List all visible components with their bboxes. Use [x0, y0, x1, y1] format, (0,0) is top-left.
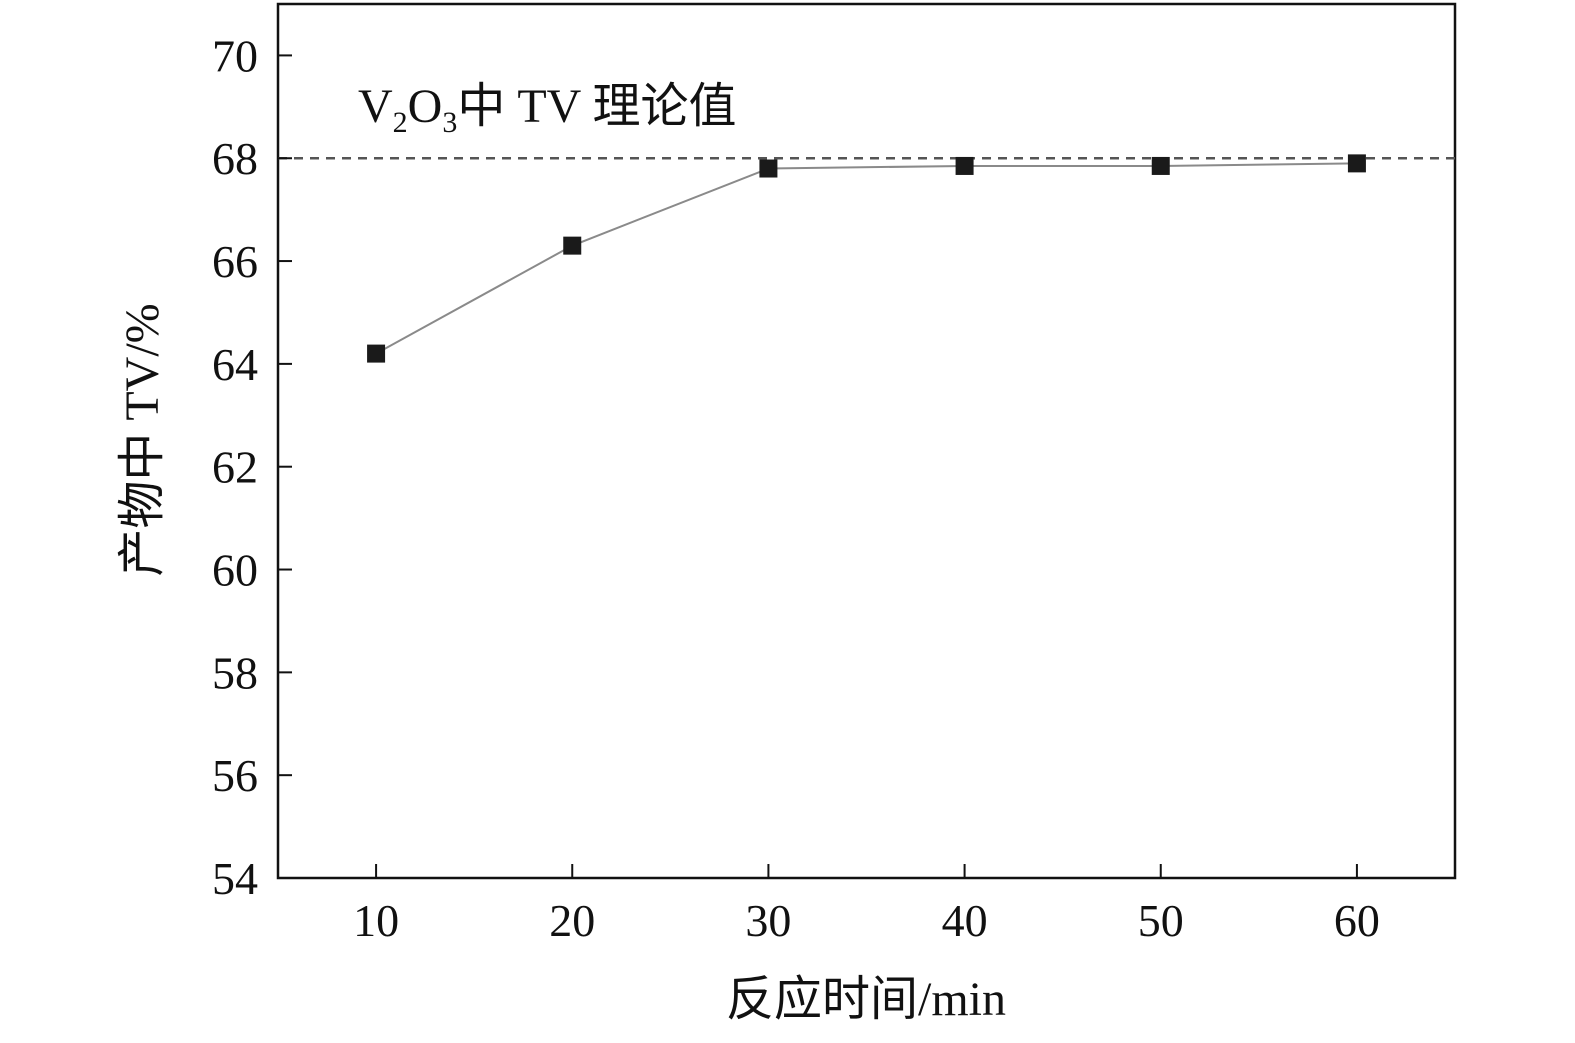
y-tick-label: 70	[212, 30, 258, 81]
y-tick-label: 68	[212, 133, 258, 184]
x-axis-title: 反应时间/min	[726, 973, 1006, 1026]
plot-frame	[276, 2, 1457, 880]
y-tick-label: 62	[212, 442, 258, 493]
x-tick-label: 10	[353, 895, 399, 946]
y-tick-label: 58	[212, 647, 258, 698]
data-point	[1151, 156, 1170, 175]
y-tick-label: 64	[212, 339, 258, 390]
x-tick-label: 20	[549, 895, 595, 946]
theoretical-value-annotation: V2O3中 TV 理论值	[358, 80, 736, 139]
x-tick-label: 50	[1138, 895, 1184, 946]
series-line	[375, 162, 1357, 355]
y-tick-label: 60	[212, 545, 258, 596]
data-point	[759, 159, 778, 178]
x-tick-label: 60	[1334, 895, 1380, 946]
y-tick-label: 66	[212, 236, 258, 287]
y-axis-title: 产物中 TV/%	[116, 303, 169, 576]
x-tick-label: 40	[942, 895, 988, 946]
data-point	[1347, 154, 1366, 173]
y-tick-label: 56	[212, 750, 258, 801]
y-tick-label: 54	[212, 853, 258, 904]
axis-ticks: 54 56 58 60 62 64 66 68 70 10 20 30 40 50 60	[212, 30, 1380, 946]
x-tick-label: 30	[745, 895, 791, 946]
data-point	[563, 236, 582, 255]
data-point	[955, 156, 974, 175]
plot-area	[276, 2, 1457, 880]
data-point	[367, 344, 386, 363]
data-marks	[367, 154, 1366, 363]
